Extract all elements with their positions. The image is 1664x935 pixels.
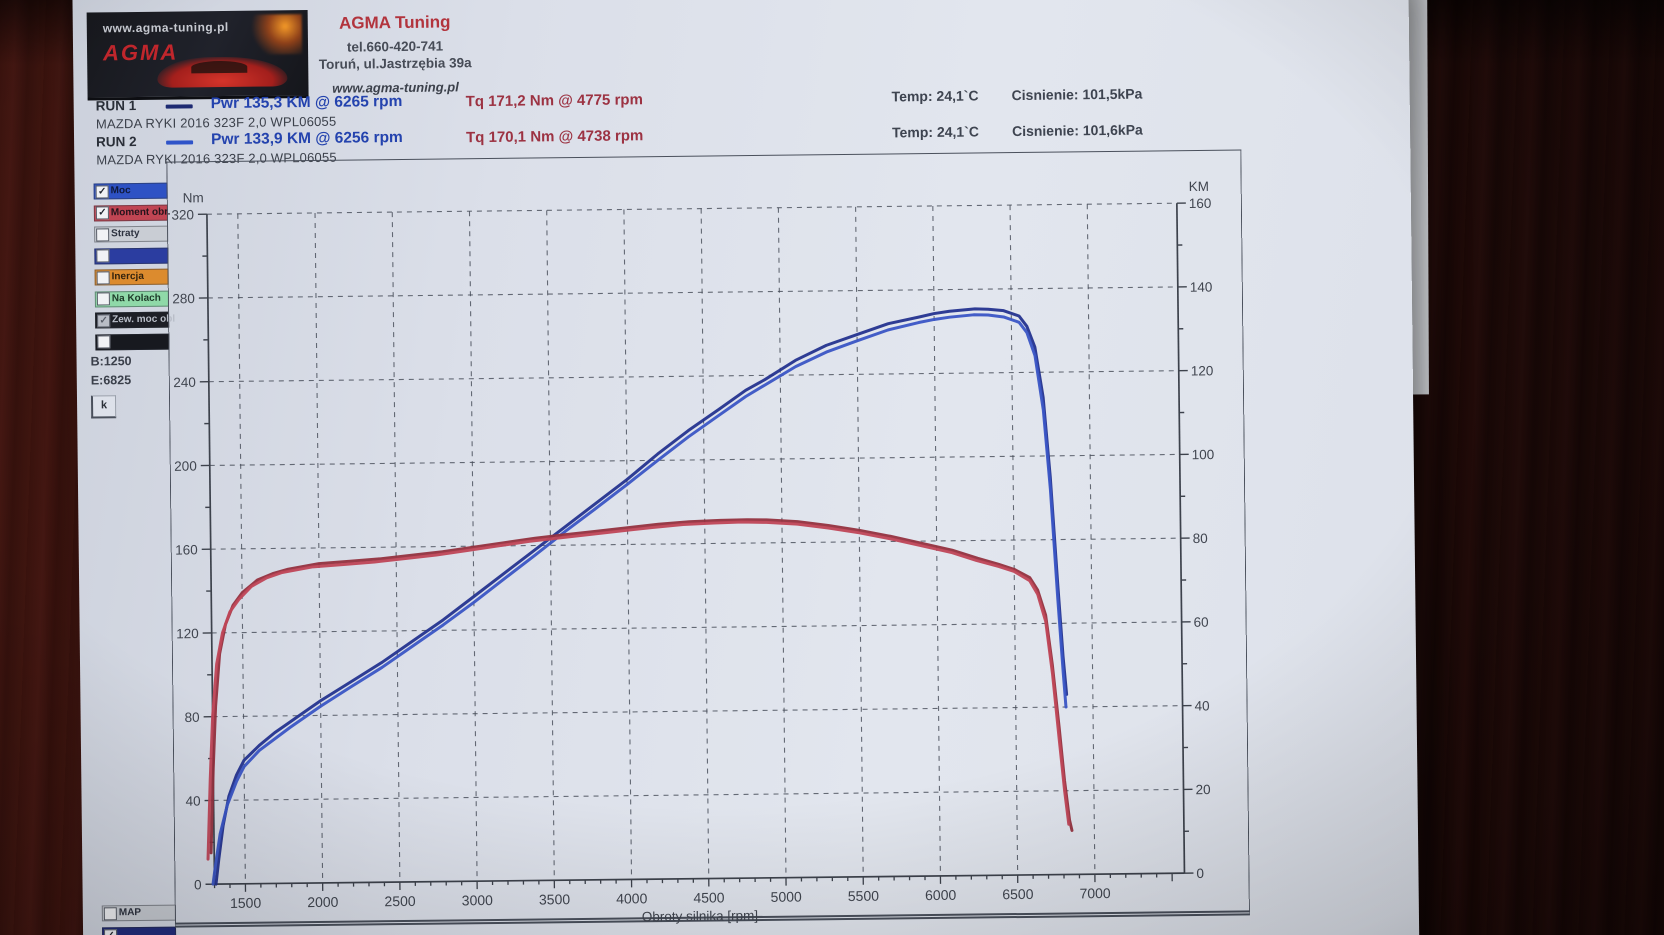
legend-row-map: MAP [101,904,176,922]
run1-torque-value: Tq 171,2 Nm @ 4775 rpm [465,91,643,111]
legend-label: Inercja [111,270,144,283]
legend-label: Na Kolach [111,292,161,304]
legend-checkbox-zew-moc-obl[interactable]: ✓ [97,313,111,327]
company-name: AGMA Tuning [338,12,451,33]
legend-checkbox-item-7[interactable] [97,335,111,349]
run1-vehicle-description: MAZDA RYKI 2016 323F 2,0 WPL06055 [95,113,337,132]
run2-torque-value: Tq 170,1 Nm @ 4738 rpm [465,127,644,147]
legend-label: Moment obr. [110,206,171,218]
legend-label: MAP [118,906,142,919]
run2-curve-marker [166,140,194,145]
logo-brand-text: AGMA [102,39,179,66]
run2-temperature: Temp: 24,1`C [891,123,979,141]
legend-label: Straty [111,227,140,240]
run1-curve-marker [165,104,193,109]
legend-label: Moc [110,185,131,197]
legend-row-moment-obr: ✓ Moment obr. [93,204,171,221]
run1-temperature: Temp: 24,1`C [891,87,979,105]
run1-label: RUN 1 [95,97,137,114]
legend-label: Zew. moc obl [112,313,176,326]
chart-panel-frame [166,149,1250,928]
run2-power-value: Pwr 133,9 KM @ 6256 rpm [210,128,403,149]
legend-row-item-7 [95,333,170,350]
company-address: Toruń, ul.Jastrzębia 39a [318,55,472,72]
range-end-value: E:6825 [90,373,132,388]
legend-checkbox-straty[interactable] [96,227,110,241]
run1-power-value: Pwr 135,3 KM @ 6265 rpm [210,92,403,113]
run2-pressure: Cisnienie: 101,6kPa [1011,121,1143,140]
run-range-info: B:1250 E:6825 [90,352,132,390]
legend-row-straty: Straty [94,225,169,243]
legend-row-zew-moc-obl: ✓ Zew. moc obl [95,311,175,329]
legend-checkbox-moment-obr[interactable]: ✓ [95,206,109,220]
legend-checkbox-item-bottom[interactable]: ✓ [104,928,118,935]
company-header: AGMA Tuning tel.660-420-741 Toruń, ul.Ja… [245,11,546,96]
legend-row-na-kolach: Na Kolach [94,290,169,307]
legend-checkbox-na-kolach[interactable] [96,292,110,306]
k-button[interactable]: k [90,395,117,419]
legend-row-item-bottom: ✓ [102,926,177,935]
legend-checkbox-map[interactable] [103,906,117,920]
legend-checkbox-item-3[interactable] [96,249,110,263]
legend-checkbox-moc[interactable]: ✓ [95,184,109,198]
legend-row-item-3 [94,247,169,264]
legend-checkbox-inercja[interactable] [96,270,110,284]
range-begin-value: B:1250 [90,354,132,369]
legend-row-moc: ✓ Moc [93,182,168,200]
dyno-printout-sheet: www.agma-tuning.pl AGMA AGMA Tuning tel.… [72,0,1420,935]
legend-row-inercja: Inercja [94,268,169,286]
run2-label: RUN 2 [96,133,137,150]
run1-pressure: Cisnienie: 101,5kPa [1011,85,1143,104]
logo-website-text: www.agma-tuning.pl [102,19,229,36]
